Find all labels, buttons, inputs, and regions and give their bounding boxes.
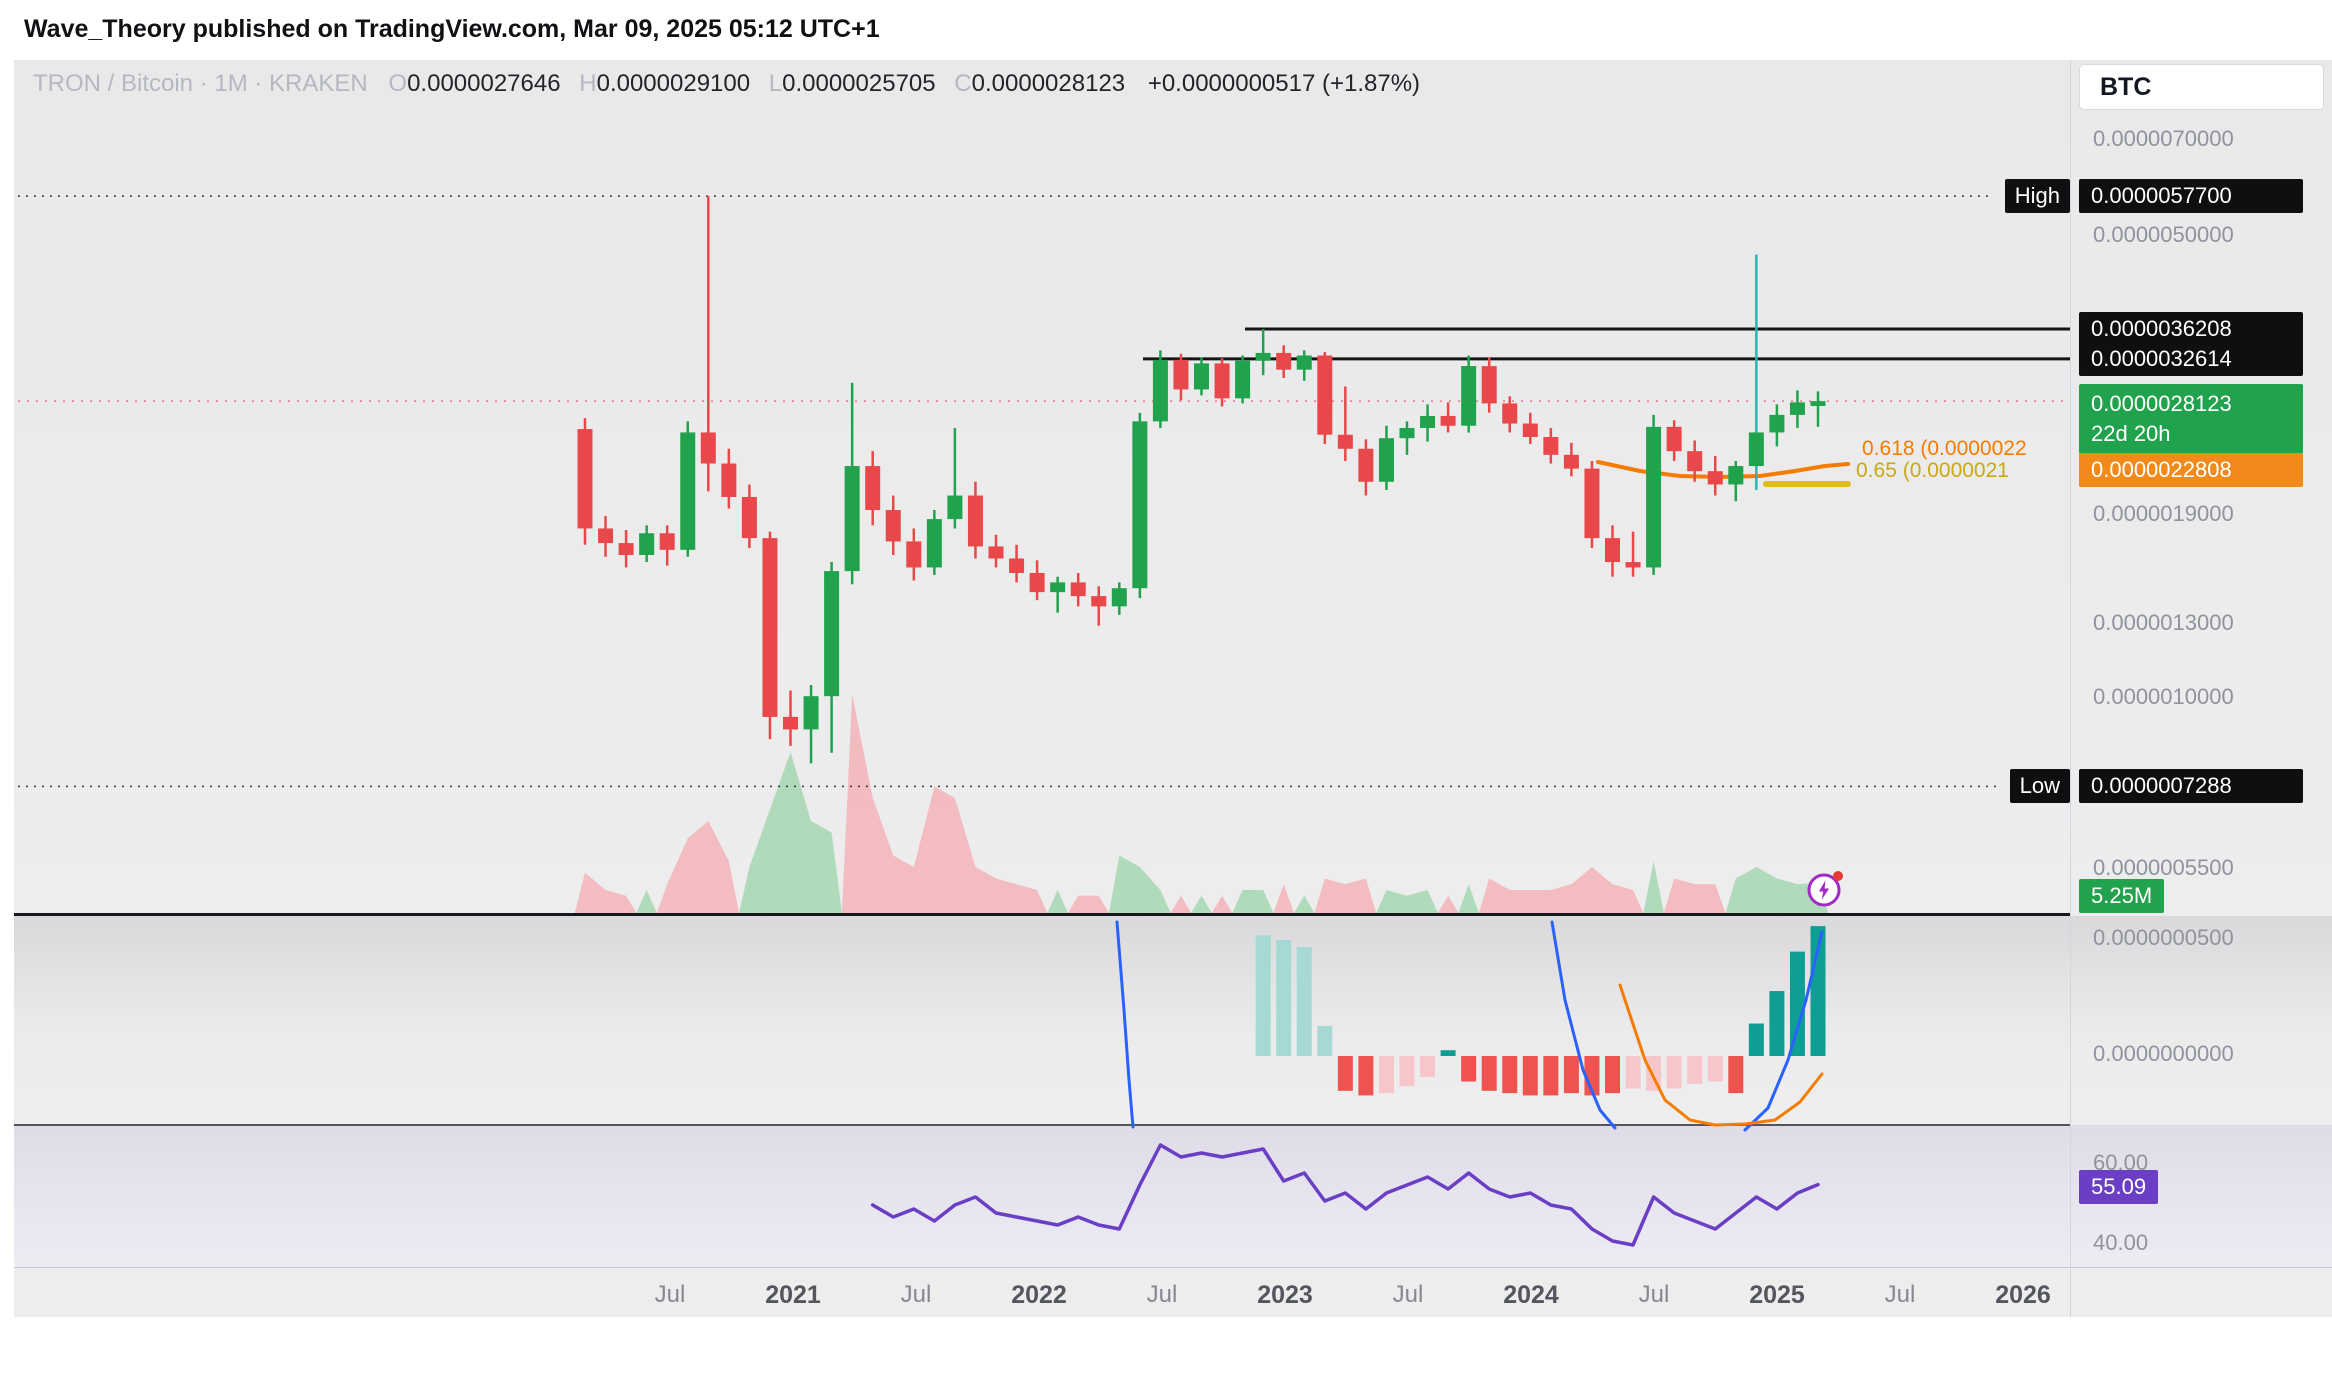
- price-axis-border: [2070, 60, 2071, 1317]
- last-price-value: 0.0000028123: [2091, 391, 2232, 417]
- bar-countdown: 22d 20h: [2091, 421, 2171, 446]
- time-axis-label: 2021: [765, 1281, 821, 1309]
- time-axis-label: Jul: [1146, 1281, 1178, 1308]
- high-line-tag: High: [2004, 179, 2070, 213]
- fib-price-badge: 0.0000022808: [2079, 453, 2303, 487]
- last-price-badge: 0.0000028123 22d 20h: [2079, 384, 2303, 454]
- flash-icon[interactable]: [1806, 871, 1843, 908]
- high-label: H: [579, 70, 597, 97]
- time-axis-label: 2023: [1257, 1281, 1313, 1309]
- notification-dot: [1833, 871, 1843, 881]
- time-axis-label: Jul: [1638, 1281, 1670, 1308]
- volume-pane-separator: [14, 913, 2070, 916]
- time-axis-label: 2025: [1749, 1281, 1805, 1309]
- rsi-pane-separator: [14, 1267, 2332, 1268]
- symbol-title: TRON / Bitcoin · 1M · KRAKEN: [33, 70, 368, 97]
- rsi-value-badge: 55.09: [2079, 1170, 2159, 1204]
- close-value: 0.0000028123: [971, 70, 1126, 97]
- open-value: 0.0000027646: [407, 70, 561, 97]
- publish-header: Wave_Theory published on TradingView.com…: [0, 0, 2332, 60]
- low-label: L: [768, 70, 783, 97]
- close-label: C: [954, 70, 972, 97]
- high-line-value: 0.0000057700: [2079, 179, 2303, 213]
- change-value: +0.0000000517 (+1.87%): [1147, 70, 1421, 97]
- chart-canvas[interactable]: [14, 60, 2070, 1268]
- price-axis-label: 40.00: [2093, 1230, 2149, 1255]
- publish-header-text: Wave_Theory published on TradingView.com…: [24, 15, 880, 43]
- time-axis-label: 2022: [1011, 1281, 1067, 1309]
- time-axis-label: Jul: [654, 1281, 686, 1308]
- price-axis-label: 0.0000019000: [2093, 501, 2234, 526]
- resistance1-value: 0.0000036208: [2079, 312, 2303, 346]
- low-line-tag: Low: [2009, 769, 2070, 803]
- low-value: 0.0000025705: [782, 70, 936, 97]
- price-axis-label: 0.0000010000: [2093, 684, 2234, 709]
- footer: TradingView: [0, 1317, 2332, 1382]
- low-line-value: 0.0000007288: [2079, 769, 2303, 803]
- main-pane-background: [14, 60, 2332, 916]
- time-axis-label: 2024: [1503, 1281, 1559, 1309]
- fib-0618-label: 0.618 (0.0000022: [1862, 437, 2027, 460]
- macd-pane-background: [14, 916, 2332, 1125]
- open-label: O: [388, 70, 408, 97]
- fib-065-label: 0.65 (0.0000021: [1856, 459, 2009, 482]
- price-axis-label: 0.0000005500: [2093, 855, 2234, 880]
- price-axis-label: 0.0000050000: [2093, 222, 2234, 247]
- price-axis-label: 0.0000013000: [2093, 610, 2234, 635]
- time-axis-background: [14, 1268, 2332, 1317]
- price-axis-label: 0.0000000500: [2093, 925, 2234, 950]
- time-axis-label: 2026: [1995, 1281, 2051, 1309]
- time-axis-label: Jul: [1884, 1281, 1916, 1308]
- symbol-legend[interactable]: TRON / Bitcoin · 1M · KRAKEN O0.00000276…: [33, 70, 1420, 98]
- volume-value-badge: 5.25M: [2079, 879, 2165, 913]
- symbol-search-input[interactable]: [2079, 64, 2324, 110]
- price-axis-label: 0.0000070000: [2093, 126, 2234, 151]
- time-axis-label: Jul: [900, 1281, 932, 1308]
- high-value: 0.0000029100: [596, 70, 751, 97]
- macd-pane-separator: [14, 1124, 2070, 1126]
- price-axis-label: 0.0000000000: [2093, 1041, 2234, 1066]
- resistance2-value: 0.0000032614: [2079, 342, 2303, 376]
- time-axis-label: Jul: [1392, 1281, 1424, 1308]
